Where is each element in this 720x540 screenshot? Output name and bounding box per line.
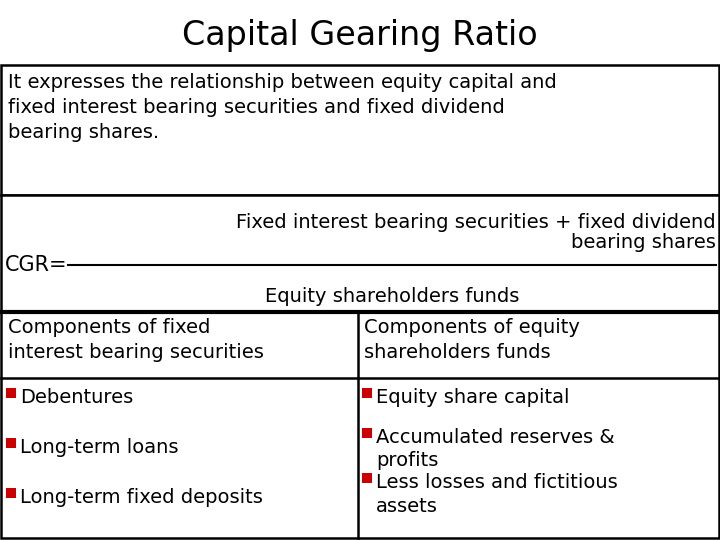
Text: Capital Gearing Ratio: Capital Gearing Ratio: [182, 18, 538, 51]
Text: Fixed interest bearing securities + fixed dividend: Fixed interest bearing securities + fixe…: [236, 213, 716, 232]
Bar: [6, 388, 16, 398]
Bar: [362, 473, 372, 483]
Bar: [6, 438, 16, 448]
Bar: [1, 65, 719, 195]
Text: Debentures: Debentures: [20, 388, 133, 407]
Bar: [1, 195, 719, 312]
Bar: [362, 428, 372, 438]
Text: CGR=: CGR=: [5, 255, 68, 275]
Text: Less losses and fictitious
assets: Less losses and fictitious assets: [376, 473, 618, 516]
Text: It expresses the relationship between equity capital and
fixed interest bearing : It expresses the relationship between eq…: [8, 73, 557, 142]
Text: Equity shareholders funds: Equity shareholders funds: [265, 287, 519, 306]
Bar: [6, 488, 16, 498]
Text: Equity share capital: Equity share capital: [376, 388, 570, 407]
Bar: [1, 312, 719, 538]
Bar: [362, 388, 372, 398]
Text: bearing shares: bearing shares: [571, 233, 716, 252]
Text: Accumulated reserves &
profits: Accumulated reserves & profits: [376, 428, 615, 470]
Text: Long-term fixed deposits: Long-term fixed deposits: [20, 488, 263, 507]
Text: Components of fixed
interest bearing securities: Components of fixed interest bearing sec…: [8, 318, 264, 362]
Text: Long-term loans: Long-term loans: [20, 438, 179, 457]
Text: Components of equity
shareholders funds: Components of equity shareholders funds: [364, 318, 580, 362]
